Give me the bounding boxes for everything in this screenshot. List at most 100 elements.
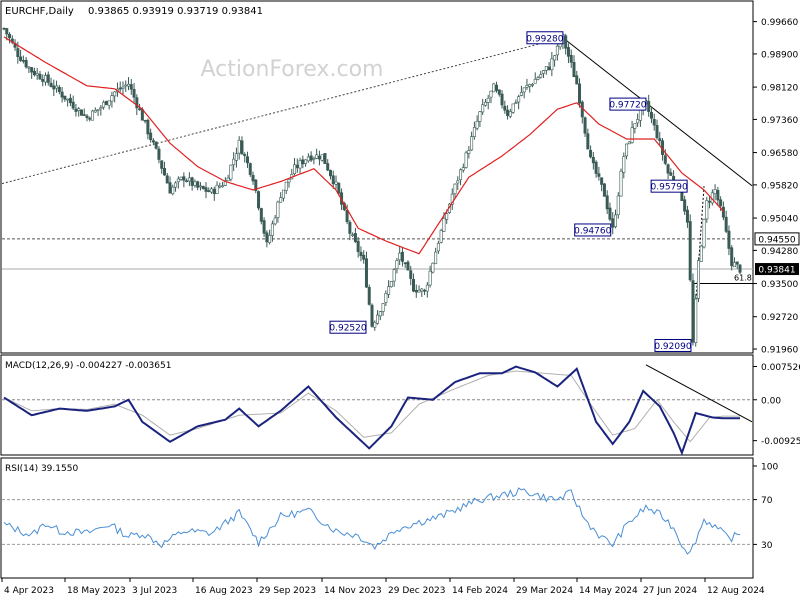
candle-body — [389, 281, 393, 288]
candle-body — [66, 98, 70, 101]
candle-body — [320, 154, 324, 161]
candle-body — [223, 180, 227, 186]
candle-body — [630, 127, 634, 143]
candle-body — [691, 280, 695, 343]
candle-body — [713, 189, 717, 194]
x-tick-label: 29 Sep 2023 — [259, 586, 316, 596]
candle-body — [495, 84, 499, 91]
candle-body — [417, 289, 421, 293]
candle-body — [467, 150, 471, 154]
candle-body — [129, 84, 133, 90]
candle-body — [41, 79, 45, 82]
rising-trendline — [1, 37, 564, 185]
candle-body — [555, 45, 559, 56]
rsi-series — [2, 487, 753, 555]
candle-body — [102, 101, 106, 108]
candle-body — [600, 177, 604, 185]
x-tick-label: 18 May 2023 — [67, 586, 126, 596]
candle-body — [5, 28, 9, 35]
candle-body — [542, 70, 546, 74]
candle-body — [210, 188, 214, 193]
candle-body — [602, 183, 606, 197]
candle-body — [392, 269, 396, 282]
candle-body — [696, 260, 700, 299]
candle-body — [364, 258, 368, 288]
support-price-tag — [754, 232, 800, 246]
candle-body — [550, 58, 554, 71]
candle-body — [32, 70, 36, 76]
candle-body — [362, 254, 366, 260]
candle-body — [719, 199, 723, 207]
candle-body — [257, 191, 261, 209]
candle-body — [273, 217, 277, 225]
candle-body — [511, 103, 515, 113]
candle-body — [738, 264, 742, 273]
candle-body — [44, 75, 48, 83]
candle-body — [138, 108, 142, 111]
candle-body — [149, 132, 153, 141]
candle-body — [647, 100, 651, 112]
candle-body — [165, 175, 169, 184]
candle-body — [204, 187, 208, 192]
candle-body — [309, 155, 313, 161]
candle-body — [384, 293, 388, 303]
candle-body — [351, 234, 355, 236]
candle-body — [489, 90, 493, 98]
candle-body — [293, 164, 297, 174]
candle-body — [633, 123, 637, 129]
candle-body — [88, 117, 92, 120]
candle-body — [730, 247, 734, 267]
candle-body — [464, 152, 468, 168]
candle-body — [104, 100, 108, 106]
candle-body — [323, 153, 327, 164]
candle-body — [472, 127, 476, 137]
candle-body — [525, 85, 529, 88]
ohlc-label: 0.93865 0.93919 0.93719 0.93841 — [88, 6, 263, 17]
price-panel-frame — [0, 0, 754, 354]
candle-body — [182, 176, 186, 181]
candle-body — [428, 270, 432, 286]
candle-body — [229, 164, 233, 180]
candle-body — [157, 148, 161, 160]
candle-body — [420, 288, 424, 292]
candle-body — [268, 235, 272, 243]
candle-body — [179, 176, 183, 180]
candle-body — [315, 154, 319, 159]
candle-body — [564, 35, 568, 49]
candle-body — [284, 181, 288, 191]
price-axis: 0.99660 0.98900 0.98120 0.97360 0.96580 0.958… — [753, 18, 798, 356]
x-tick-label: 29 Mar 2024 — [516, 586, 573, 596]
candle-body — [79, 109, 83, 116]
candle-body — [82, 114, 86, 116]
candle-body — [622, 156, 626, 173]
x-axis: 4 Apr 2023 18 May 2023 3 Jul 2023 16 Aug 20… — [1, 578, 765, 596]
candle-body — [459, 169, 463, 181]
candle-body — [376, 314, 380, 324]
candle-body — [544, 66, 548, 71]
candle-body — [669, 172, 673, 176]
last-price-tag — [755, 263, 799, 276]
candle-body — [636, 119, 640, 124]
candle-series — [2, 27, 742, 347]
candle-body — [450, 193, 454, 205]
candle-body — [423, 289, 427, 292]
candle-body — [503, 105, 507, 111]
candle-body — [295, 164, 299, 169]
candle-body — [46, 74, 50, 83]
candle-body — [331, 175, 335, 185]
x-tick-label: 14 Feb 2024 — [452, 586, 508, 596]
macd-signal-line — [3, 370, 740, 443]
candle-body — [699, 245, 703, 262]
candle-body — [248, 163, 252, 175]
candle-body — [234, 153, 238, 161]
symbol-label: EURCHF,Daily — [5, 6, 74, 17]
candle-body — [353, 233, 357, 242]
candle-body — [270, 223, 274, 236]
candle-body — [652, 119, 656, 126]
macd-trendline — [645, 364, 753, 423]
candle-body — [409, 270, 413, 279]
falling-trendline — [562, 37, 753, 187]
candle-body — [683, 199, 687, 212]
candle-body — [528, 84, 532, 87]
